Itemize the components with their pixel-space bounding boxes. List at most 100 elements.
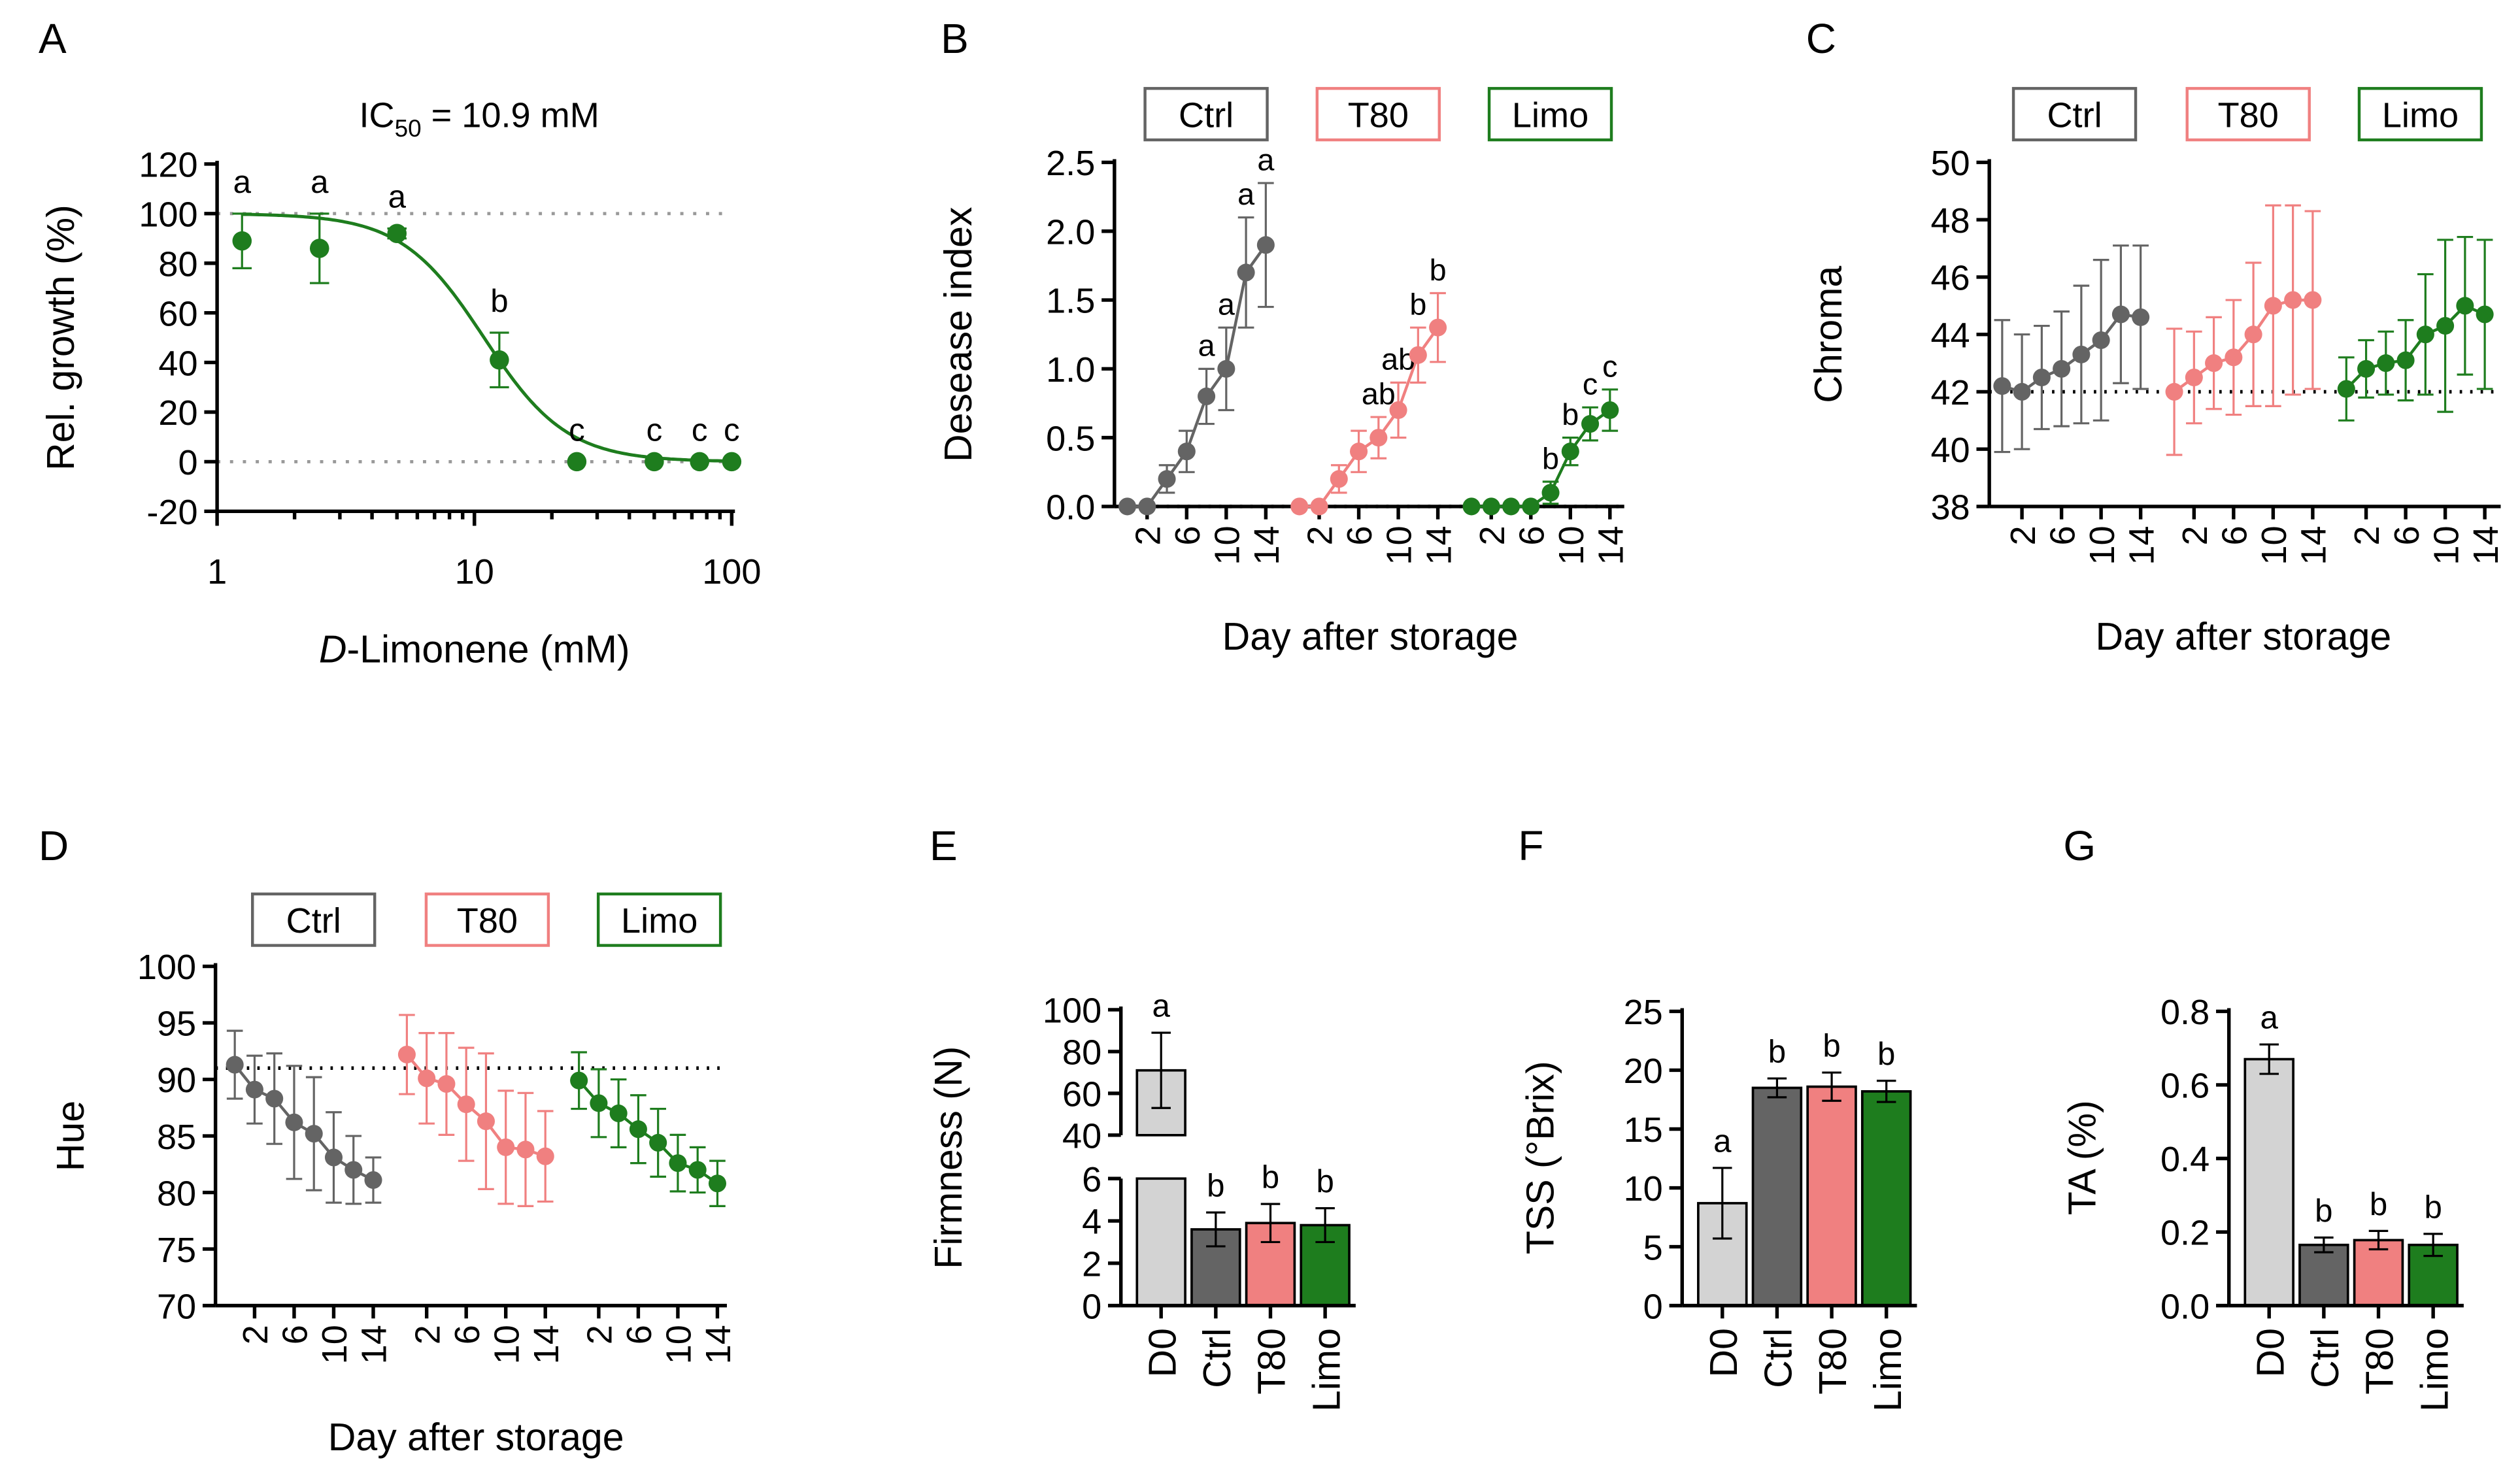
- x-tick-label: 2: [2176, 525, 2215, 545]
- data-point: [2132, 308, 2150, 326]
- data-point: [1217, 359, 1235, 378]
- data-point: [1409, 346, 1427, 364]
- legend-box: [251, 892, 377, 947]
- legend-box: [1315, 87, 1441, 142]
- y-tick-label: 0.6: [2160, 1067, 2209, 1106]
- y-tick-label: 70: [157, 1287, 196, 1326]
- data-point: [609, 1104, 628, 1122]
- data-point: [2244, 325, 2262, 344]
- panel-letter-A: A: [39, 15, 67, 62]
- y-tick-label: 25: [1624, 993, 1663, 1032]
- significance-letter: b: [1823, 1027, 1840, 1063]
- data-point: [497, 1138, 515, 1156]
- bar: [1190, 1228, 1241, 1307]
- bar: [1135, 1177, 1186, 1307]
- x-axis-label-rest: -Limonene (mM): [347, 628, 630, 671]
- significance-letter: b: [1316, 1163, 1334, 1199]
- data-point: [1198, 387, 1216, 405]
- x-tick-label: 10: [2255, 525, 2294, 565]
- y-tick-label: 0: [1082, 1287, 1101, 1326]
- x-tick-label: 2: [580, 1325, 620, 1344]
- significance-letter: b: [1542, 441, 1559, 475]
- bar: [2353, 1239, 2404, 1307]
- x-tick-label: 14: [2466, 525, 2506, 565]
- x-axis-label-italic: D: [319, 628, 347, 671]
- legend-box: [2185, 87, 2311, 142]
- y-tick-label: 0.0: [1046, 488, 1095, 527]
- y-axis-label: TA (%): [2061, 1100, 2104, 1215]
- data-point: [1993, 377, 2011, 395]
- data-point: [1482, 497, 1500, 516]
- data-point: [2092, 331, 2110, 350]
- data-point: [1429, 318, 1447, 337]
- panel-letter-G: G: [2063, 822, 2096, 869]
- y-tick-label: 2.0: [1046, 212, 1095, 252]
- x-tick-label: Limo: [1866, 1328, 1909, 1412]
- x-tick-label: Limo: [1305, 1328, 1348, 1412]
- significance-letter: c: [1602, 349, 1617, 383]
- data-point: [364, 1171, 382, 1190]
- panel-letter-D: D: [39, 822, 69, 869]
- data-point: [536, 1147, 554, 1165]
- y-tick-label: 85: [157, 1118, 196, 1157]
- y-tick-label: 40: [1930, 431, 1970, 470]
- y-tick-label: 100: [139, 195, 197, 235]
- x-tick-label: 14: [1592, 525, 1631, 565]
- y-tick-label: 0: [178, 443, 198, 482]
- significance-letter: b: [2370, 1186, 2387, 1222]
- significance-letter: c: [692, 412, 708, 448]
- x-tick-label: 2: [1301, 525, 1340, 545]
- y-tick-label: 50: [1930, 144, 1970, 183]
- significance-letter: b: [1262, 1159, 1279, 1195]
- bar: [2243, 1057, 2294, 1307]
- significance-letter: ab: [1381, 342, 1415, 376]
- axis-break-gap: [1132, 1138, 1190, 1176]
- y-tick-label: 100: [1043, 991, 1101, 1031]
- significance-letter: c: [1583, 367, 1598, 401]
- data-point: [2053, 359, 2071, 378]
- legend-box: [2357, 87, 2483, 142]
- data-point: [397, 1045, 416, 1064]
- y-tick-label: 1.5: [1046, 282, 1095, 321]
- significance-letter: c: [724, 412, 740, 448]
- y-tick-label: 0.4: [2160, 1140, 2209, 1179]
- significance-letter: a: [1237, 177, 1254, 211]
- data-point: [2205, 354, 2223, 373]
- x-tick-label: D0: [1141, 1328, 1184, 1377]
- data-point: [1601, 401, 1619, 420]
- y-tick-label: 60: [158, 294, 197, 333]
- y-axis-label: TSS (°Brix): [1519, 1061, 1562, 1254]
- significance-letter: b: [1768, 1033, 1786, 1069]
- data-point: [1522, 497, 1540, 516]
- data-point: [2072, 345, 2091, 363]
- significance-letter: ab: [1362, 376, 1396, 410]
- x-tick-label: 1: [207, 552, 227, 591]
- data-point: [1561, 442, 1579, 461]
- y-tick-label: 100: [137, 948, 196, 987]
- data-point: [309, 239, 329, 258]
- y-tick-label: 0.8: [2160, 993, 2209, 1032]
- legend-label: Limo: [1512, 95, 1588, 135]
- bar: [1751, 1086, 1803, 1307]
- x-tick-label: 10: [1552, 525, 1591, 565]
- x-tick-label: T80: [1251, 1328, 1294, 1395]
- y-tick-label: 42: [1930, 373, 1970, 412]
- y-tick-label: 6: [1082, 1160, 1101, 1199]
- panel-letter-C: C: [1806, 15, 1836, 62]
- x-tick-label: 14: [355, 1325, 394, 1364]
- x-tick-label: 6: [1168, 525, 1207, 545]
- y-tick-label: 0.2: [2160, 1214, 2209, 1253]
- x-tick-label: 6: [276, 1325, 315, 1344]
- legend-box: [1143, 87, 1269, 142]
- data-point: [688, 1161, 707, 1179]
- x-tick-label: 2: [2004, 525, 2043, 545]
- significance-letter: a: [311, 164, 329, 200]
- y-tick-label: 40: [158, 344, 197, 383]
- significance-letter: b: [490, 283, 508, 319]
- significance-letter: b: [1430, 253, 1447, 287]
- y-tick-label: 38: [1930, 488, 1970, 527]
- data-point: [1369, 429, 1388, 447]
- legend-box: [596, 892, 722, 947]
- x-axis-label: Day after storage: [2095, 615, 2391, 658]
